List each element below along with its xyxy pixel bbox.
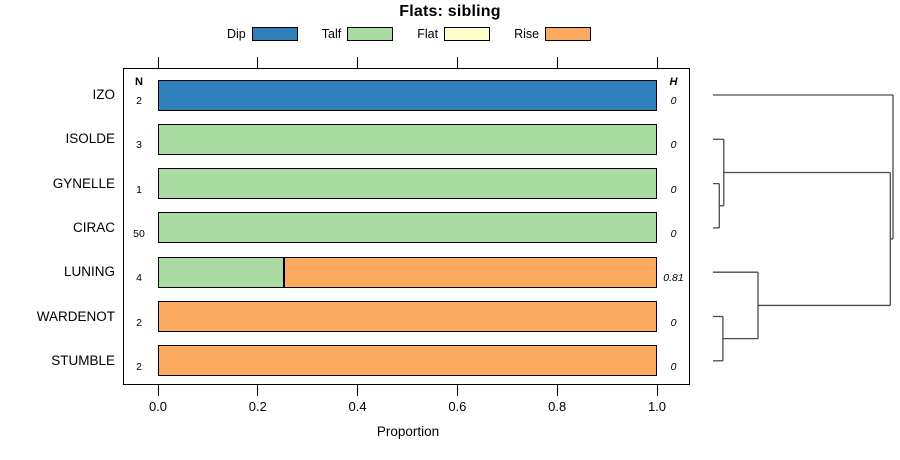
x-axis-tick-label: 0.4 (348, 399, 367, 414)
legend-item-talf: Talf (321, 27, 394, 41)
bar-izo (158, 79, 657, 111)
h-value-cirac: 0 (670, 227, 677, 240)
x-axis-tick (357, 57, 359, 68)
h-value-gynelle: 0 (670, 183, 677, 196)
row-label-luning: LUNING (63, 264, 115, 280)
legend-item-flat: Flat (417, 27, 491, 41)
row-label-cirac: CIRAC (72, 219, 115, 235)
legend-item-label: Flat (417, 27, 439, 41)
row-label-stumble: STUMBLE (51, 352, 115, 368)
x-axis-tick (357, 385, 359, 396)
n-value-cirac: 50 (133, 227, 145, 240)
h-value-isolde: 0 (670, 139, 677, 152)
n-value-isolde: 3 (136, 139, 142, 152)
legend-item-rise: Rise (514, 27, 592, 41)
row-label-isolde: ISOLDE (65, 131, 115, 147)
x-axis-tick (257, 57, 259, 68)
row-label-wardenot: WARDENOT (36, 308, 115, 324)
x-axis-tick (456, 385, 458, 396)
legend: Dip Talf Flat Rise (227, 26, 592, 42)
h-value-wardenot: 0 (670, 316, 677, 329)
legend-swatch-talf (347, 27, 394, 41)
x-axis-tick (556, 57, 558, 68)
x-axis-tick (157, 57, 159, 68)
x-axis-tick-label: 0.0 (148, 399, 168, 414)
x-axis-tick-label: 0.8 (548, 399, 567, 414)
plot-area (123, 68, 690, 385)
bar-segment-rise (159, 346, 656, 376)
bar-segment-rise (283, 257, 656, 287)
x-axis-tick (656, 57, 658, 68)
bar-segment-talf (159, 124, 656, 154)
bar-segment-rise (159, 302, 656, 331)
legend-item-label: Talf (321, 27, 342, 41)
n-value-wardenot: 2 (136, 316, 142, 329)
n-value-stumble: 2 (136, 360, 142, 373)
bar-segment-dip (159, 80, 656, 110)
legend-item-dip: Dip (227, 27, 298, 41)
legend-item-label: Dip (227, 27, 246, 41)
row-label-gynelle: GYNELLE (52, 175, 115, 191)
n-column-header: N (135, 76, 143, 88)
h-column-header: H (669, 76, 678, 88)
bar-segment-talf (159, 213, 656, 243)
x-axis-tick-label: 0.6 (448, 399, 467, 414)
legend-item-label: Rise (514, 27, 540, 41)
row-label-izo: IZO (92, 87, 116, 102)
bar-stumble (158, 345, 657, 377)
legend-swatch-dip (251, 27, 298, 41)
x-axis-tick (656, 385, 658, 396)
n-value-gynelle: 1 (136, 183, 142, 196)
bar-luning (158, 256, 657, 288)
x-axis-tick (556, 385, 558, 396)
n-value-luning: 4 (136, 272, 142, 285)
h-value-izo: 0 (670, 95, 677, 107)
bar-segment-talf (159, 169, 656, 199)
x-axis-tick (257, 385, 259, 396)
x-axis-tick (157, 385, 159, 396)
x-axis-tick-label: 0.2 (248, 399, 267, 414)
h-value-stumble: 0 (670, 360, 677, 373)
bar-segment-talf (159, 257, 284, 287)
bar-gynelle (158, 168, 657, 200)
n-value-izo: 2 (136, 95, 142, 107)
h-value-luning: 0.81 (663, 272, 684, 285)
bar-cirac (158, 212, 657, 244)
x-axis-tick (456, 57, 458, 68)
legend-swatch-flat (444, 27, 491, 41)
x-axis-tick-label: 1.0 (647, 399, 667, 414)
legend-swatch-rise (545, 27, 592, 41)
bar-isolde (158, 123, 657, 155)
x-axis-title: Proportion (376, 424, 440, 439)
bar-wardenot (158, 301, 657, 332)
chart-title: Flats: sibling (399, 3, 501, 20)
